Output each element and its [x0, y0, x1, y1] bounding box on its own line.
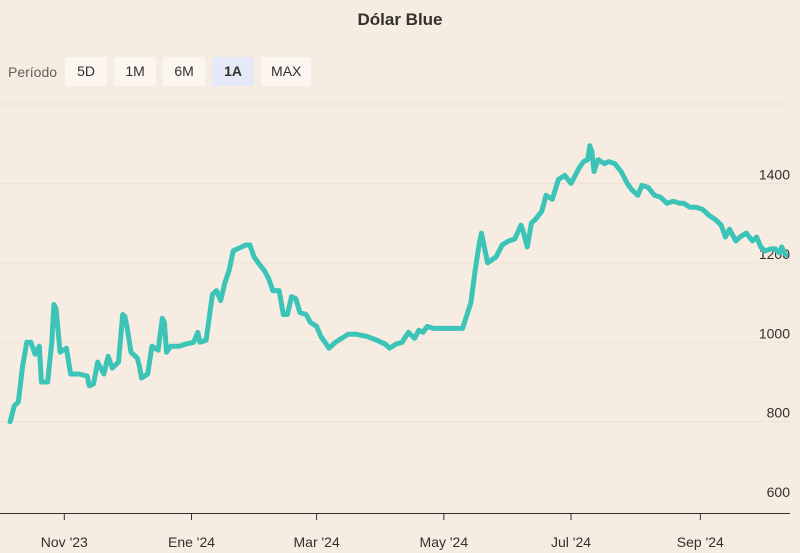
- y-tick-label-600: 600: [767, 484, 791, 500]
- x-tick-label-2: Mar '24: [294, 534, 340, 550]
- y-tick-label-800: 800: [767, 405, 791, 421]
- x-tick-label-4: Jul '24: [551, 534, 591, 550]
- y-tick-label-1400: 1400: [759, 166, 790, 182]
- period-button-max[interactable]: MAX: [261, 57, 312, 86]
- period-button-1m[interactable]: 1M: [114, 57, 157, 86]
- period-label: Período: [8, 63, 58, 80]
- y-tick-label-1000: 1000: [759, 325, 790, 341]
- period-button-5d[interactable]: 5D: [65, 57, 108, 86]
- period-button-1a[interactable]: 1A: [212, 57, 255, 86]
- series-line-0: [7, 143, 789, 425]
- chart-title: Dólar Blue: [357, 10, 443, 29]
- x-tick-label-1: Ene '24: [168, 534, 215, 550]
- x-tick-label-3: May '24: [420, 534, 469, 550]
- period-button-6m[interactable]: 6M: [163, 57, 206, 86]
- x-tick-label-5: Sep '24: [677, 534, 724, 550]
- period-selector: Período 5D 1M 6M 1A MAX: [8, 57, 318, 86]
- x-tick-label-0: Nov '23: [41, 534, 88, 550]
